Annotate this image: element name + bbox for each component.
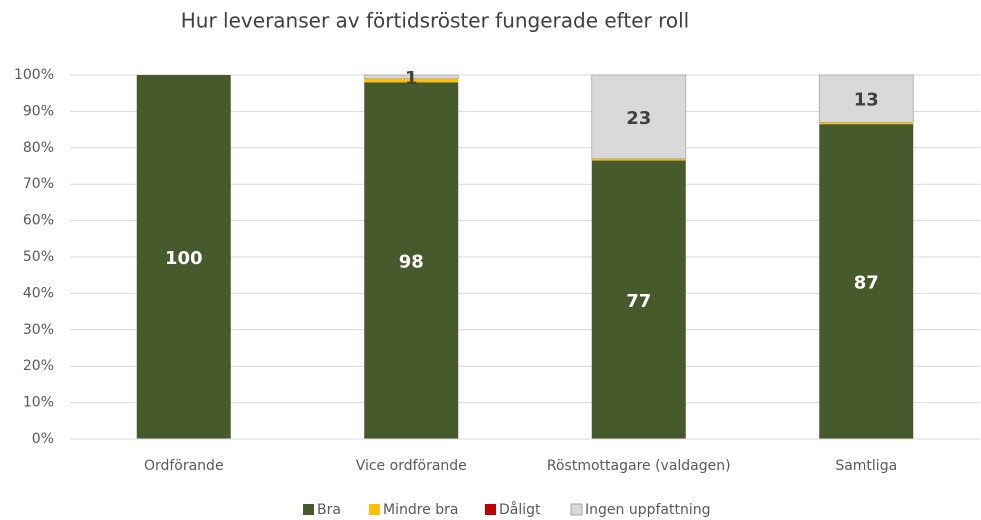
y-tick-label: 30% [23,322,54,338]
legend-label: Ingen uppfattning [585,502,710,518]
y-tick-label: 60% [23,213,54,229]
y-tick-label: 0% [32,431,54,447]
bar-segment [819,124,914,439]
legend-swatch [303,504,314,515]
chart-title: Hur leveranser av förtidsröster fungerad… [181,9,689,33]
legend-label: Mindre bra [383,502,458,518]
y-tick-label: 20% [23,358,54,374]
x-tick-label: Ordförande [144,458,224,474]
y-tick-label: 100% [14,67,54,83]
bar-segment [591,74,687,160]
bar-segment [819,122,914,125]
data-label: 1 [405,68,418,89]
bar-segment [363,74,459,80]
legend-swatch [570,503,583,516]
data-label: 23 [626,108,651,129]
bar-segment [591,158,686,161]
data-label: 87 [854,273,879,294]
y-tick-label: 70% [23,176,54,192]
y-tick-label: 80% [23,140,54,156]
bar-segment [136,75,231,439]
bar-segment [364,82,459,439]
bar-segment [591,160,686,440]
y-tick-label: 10% [23,395,54,411]
data-label: 100 [165,248,203,269]
legend-swatch [485,504,496,515]
legend-label: Bra [317,502,341,518]
bar-segment [364,78,459,83]
y-tick-label: 40% [23,285,54,301]
data-label: 13 [854,90,879,111]
bar-segment [818,74,914,123]
legend-label: Dåligt [499,501,541,518]
x-tick-label: Röstmottagare (valdagen) [547,458,731,474]
x-tick-label: Samtliga [835,458,897,474]
y-tick-label: 50% [23,249,54,265]
legend-swatch [369,504,380,515]
y-tick-label: 90% [23,103,54,119]
x-tick-label: Vice ordförande [356,458,467,474]
data-label: 98 [399,252,424,273]
data-label: 77 [626,291,651,312]
